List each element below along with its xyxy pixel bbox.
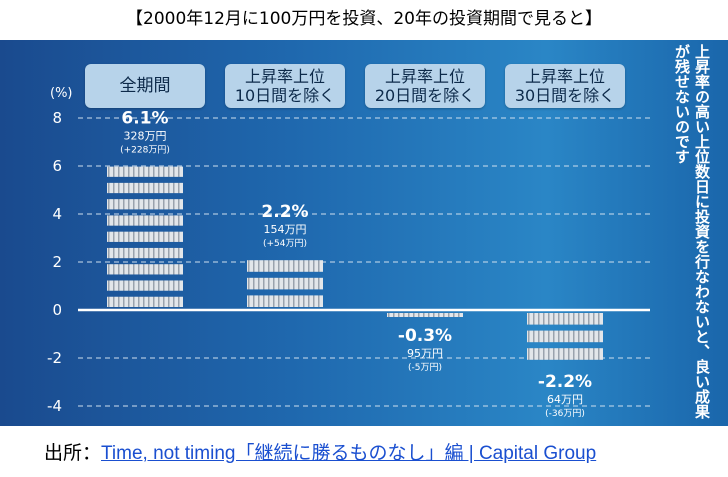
chart-panel: 8 6 4 2 0 -2 -4 6.1% 328万円 (+228万円) 2.2% 154万円 (+54万…	[0, 40, 728, 426]
category-label-line: 上昇率上位	[384, 67, 465, 86]
bar-value-label: 6.1%	[121, 109, 168, 129]
bar-gain-label: (+54万円)	[263, 238, 307, 249]
category-label-line: 上昇率上位	[244, 67, 325, 86]
category-header-excl-20-days: 上昇率上位 20日間を除く	[365, 64, 485, 108]
category-label-line: 20日間を除く	[374, 86, 476, 105]
bar-segment	[247, 277, 323, 290]
bar-segment	[107, 199, 183, 210]
bar-segment	[107, 215, 183, 226]
category-header-excl-30-days: 上昇率上位 30日間を除く	[505, 64, 625, 108]
y-axis-unit: (%)	[50, 86, 73, 101]
bar-segment	[527, 348, 603, 360]
category-label-line: 30日間を除く	[514, 86, 616, 105]
y-tick-label: 2	[52, 253, 62, 271]
bar-segment	[107, 296, 183, 307]
side-note: 上昇率の高い上位数日に投資を行なわないと、良い成果が残せないのです	[673, 44, 711, 419]
bar-segment	[107, 264, 183, 275]
y-tick-label: -2	[47, 349, 62, 367]
bar-segment	[387, 313, 463, 317]
bar-segment	[247, 295, 323, 307]
category-label-line: 全期間	[119, 75, 171, 96]
y-tick-label: 8	[52, 109, 62, 127]
source-prefix: 出所：	[44, 443, 102, 464]
bar-gain-label: (-5万円)	[408, 362, 442, 373]
bar-segment	[107, 182, 183, 194]
bar-amount-label: 154万円	[264, 223, 307, 236]
bar-value-label: -2.2%	[538, 372, 592, 392]
y-tick-label: -4	[47, 397, 62, 415]
source-line: 出所：Time, not timing「継続に勝るものなし」編 | Capita…	[44, 438, 596, 465]
bar-value-label: -0.3%	[398, 326, 452, 346]
chart: 8 6 4 2 0 -2 -4 6.1%328万円 (+228万円) 2.2%154万円 (+54万…	[47, 109, 650, 419]
bar-segment	[107, 166, 183, 177]
category-label-line: 10日間を除く	[234, 86, 336, 105]
y-tick-label: 6	[52, 157, 62, 175]
bar-segment	[107, 231, 183, 242]
source-link[interactable]: Time, not timing「継続に勝るものなし」編 | Capital G…	[101, 443, 597, 464]
category-header-excl-10-days: 上昇率上位 10日間を除く	[225, 64, 345, 108]
bar-value-label: 2.2%	[261, 202, 308, 222]
bar-segment	[107, 280, 183, 291]
y-tick-label: 0	[52, 301, 62, 319]
page-title: 【2000年12月に100万円を投資、20年の投資期間で見ると】	[126, 9, 602, 29]
bar-amount-label: 95万円	[407, 347, 443, 360]
bar-segment	[107, 247, 183, 259]
bar-amount-label: 64万円	[547, 393, 583, 406]
bar-segment	[247, 260, 323, 272]
bar-segment	[527, 330, 603, 343]
y-tick-label: 4	[52, 205, 62, 223]
bar-gain-label: (+228万円)	[120, 145, 170, 156]
bar-gain-label: (-36万円)	[545, 408, 585, 419]
bar-segment	[527, 313, 603, 325]
bar-amount-label: 328万円	[124, 130, 167, 143]
category-header-all-period: 全期間	[85, 64, 205, 108]
category-label-line: 上昇率上位	[524, 67, 605, 86]
